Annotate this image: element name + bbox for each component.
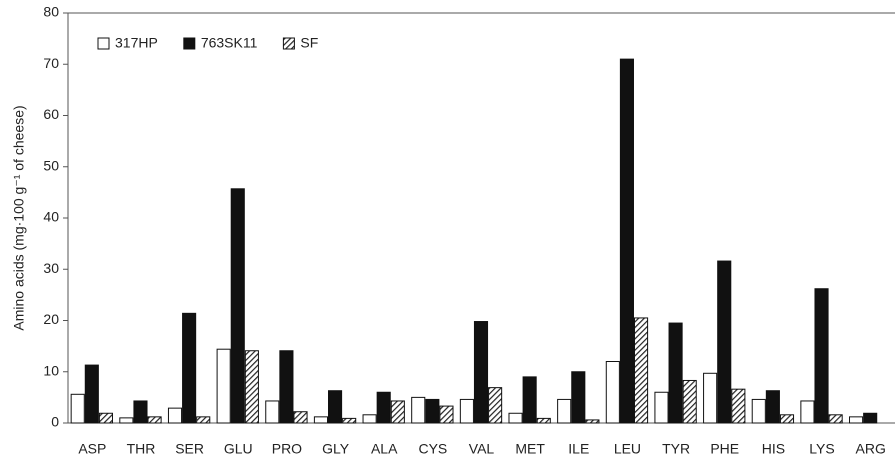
bar bbox=[342, 417, 357, 424]
bar bbox=[328, 390, 343, 424]
y-tick-label: 30 bbox=[43, 260, 59, 276]
x-tick-label: CYS bbox=[418, 441, 447, 457]
x-tick-label: ASP bbox=[78, 441, 106, 457]
bar bbox=[133, 400, 148, 424]
bar bbox=[717, 260, 732, 424]
bar bbox=[849, 416, 864, 424]
bar bbox=[585, 419, 600, 424]
bar bbox=[828, 414, 843, 424]
legend-label: 763SK11 bbox=[201, 35, 258, 51]
bar bbox=[265, 400, 280, 424]
y-tick-label: 10 bbox=[43, 362, 59, 378]
bar bbox=[508, 412, 523, 424]
x-tick-label: TYR bbox=[662, 441, 690, 457]
legend-swatch bbox=[97, 37, 110, 50]
x-tick-label: MET bbox=[515, 441, 545, 457]
bar bbox=[731, 388, 746, 424]
x-tick-label: VAL bbox=[469, 441, 495, 457]
bar bbox=[668, 322, 683, 424]
bar bbox=[182, 312, 197, 424]
bar bbox=[814, 288, 829, 424]
bar bbox=[536, 417, 551, 424]
bar bbox=[863, 412, 878, 424]
bar bbox=[522, 376, 537, 424]
bar bbox=[98, 412, 113, 424]
bar bbox=[619, 58, 634, 424]
bar bbox=[411, 396, 426, 424]
bar bbox=[119, 417, 134, 424]
bar bbox=[703, 372, 718, 424]
bar bbox=[167, 407, 183, 424]
bar bbox=[473, 321, 489, 424]
bar bbox=[425, 398, 440, 424]
bar bbox=[571, 371, 586, 424]
bar bbox=[390, 400, 405, 424]
bar bbox=[459, 398, 474, 424]
bar bbox=[800, 400, 815, 424]
y-tick-label: 0 bbox=[51, 414, 59, 430]
bar bbox=[279, 350, 294, 424]
bar bbox=[362, 414, 377, 424]
bar bbox=[605, 361, 620, 424]
bar bbox=[293, 411, 308, 424]
x-tick-label: PRO bbox=[272, 441, 302, 457]
y-tick-label: 40 bbox=[43, 209, 59, 225]
x-tick-label: THR bbox=[127, 441, 156, 457]
bar bbox=[779, 414, 795, 424]
x-tick-label: HIS bbox=[762, 441, 785, 457]
bar bbox=[244, 350, 259, 424]
x-tick-label: LEU bbox=[614, 441, 641, 457]
legend-label: SF bbox=[300, 35, 318, 51]
y-tick-label: 70 bbox=[43, 55, 59, 71]
legend-swatch bbox=[282, 37, 295, 50]
bar bbox=[313, 416, 329, 424]
bar bbox=[751, 398, 766, 424]
x-tick-label: GLY bbox=[322, 441, 350, 457]
x-tick-label: GLU bbox=[224, 441, 253, 457]
y-tick-label: 50 bbox=[43, 157, 59, 173]
y-tick-label: 80 bbox=[43, 4, 59, 20]
x-tick-label: LYS bbox=[809, 441, 834, 457]
bar bbox=[84, 364, 99, 424]
y-tick-label: 60 bbox=[43, 106, 59, 122]
x-tick-label: ALA bbox=[371, 441, 398, 457]
bar bbox=[216, 348, 231, 424]
y-axis-label: Amino acids (mg·100 g⁻¹ of cheese) bbox=[11, 105, 27, 330]
x-tick-label: ARG bbox=[856, 441, 886, 457]
bar bbox=[439, 405, 454, 424]
bar bbox=[488, 387, 503, 424]
bar bbox=[70, 393, 85, 424]
x-tick-label: PHE bbox=[710, 441, 739, 457]
bar bbox=[682, 379, 697, 424]
bar bbox=[765, 390, 780, 424]
x-tick-label: SER bbox=[175, 441, 204, 457]
bar bbox=[654, 391, 669, 424]
bar bbox=[633, 317, 649, 424]
bar bbox=[230, 188, 245, 424]
x-tick-label: ILE bbox=[568, 441, 589, 457]
bar bbox=[196, 416, 211, 424]
bar bbox=[376, 391, 391, 424]
bar bbox=[557, 398, 572, 424]
legend-swatch bbox=[183, 37, 196, 50]
bar bbox=[147, 416, 162, 424]
y-tick-label: 20 bbox=[43, 311, 59, 327]
legend-label: 317HP bbox=[115, 35, 158, 51]
